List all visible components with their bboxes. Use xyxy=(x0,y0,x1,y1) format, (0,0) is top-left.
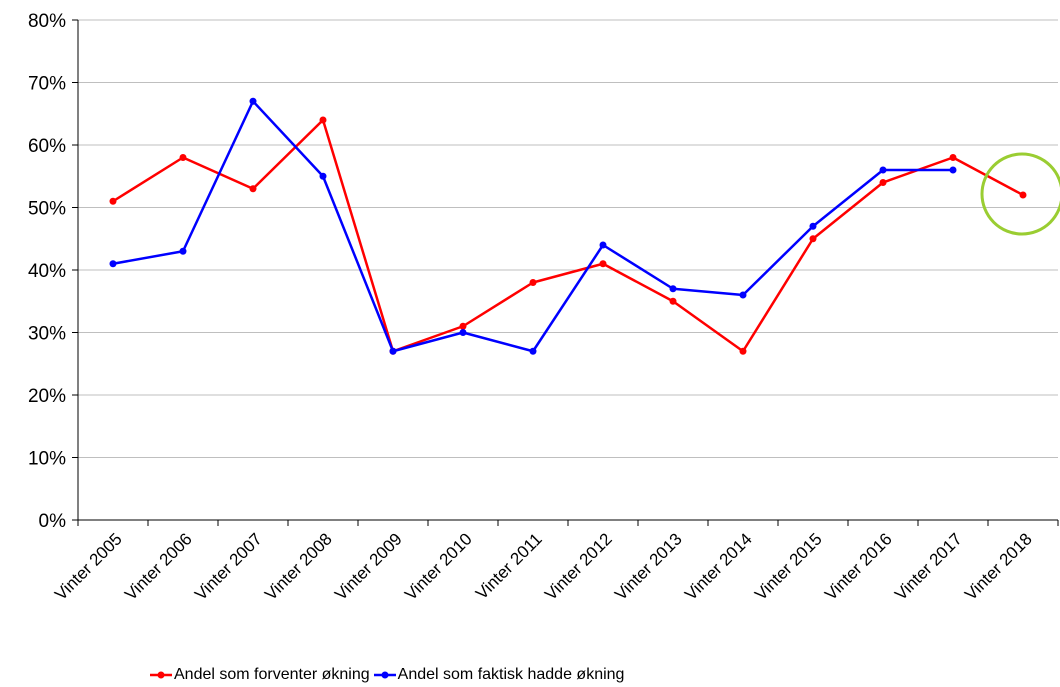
legend-label-actual: Andel som faktisk hadde økning xyxy=(397,666,625,683)
data-point xyxy=(249,185,257,193)
y-tick-label: 20% xyxy=(28,386,66,407)
y-tick-label: 0% xyxy=(39,511,67,532)
data-point xyxy=(739,347,747,355)
legend-swatch-blue xyxy=(373,671,396,679)
x-tick-label: Vinter 2011 xyxy=(472,529,546,603)
y-tick-label: 10% xyxy=(28,449,66,470)
x-tick-label: Vinter 2007 xyxy=(191,529,266,604)
data-point xyxy=(669,285,677,293)
data-point xyxy=(529,347,537,355)
data-point xyxy=(879,179,887,186)
x-tick-label: Vinter 2012 xyxy=(541,529,616,604)
data-point xyxy=(599,241,607,249)
data-point xyxy=(809,222,817,230)
data-point xyxy=(179,154,187,161)
annotation xyxy=(980,152,1060,236)
data-point xyxy=(249,97,257,105)
x-tick-label: Vinter 2005 xyxy=(51,529,126,604)
x-tick-label: Vinter 2009 xyxy=(331,529,406,604)
y-tick-label: 50% xyxy=(28,199,66,220)
y-tick-label: 60% xyxy=(28,136,66,157)
data-point xyxy=(879,166,887,174)
data-point xyxy=(109,197,117,205)
data-point xyxy=(529,279,537,286)
highlight-circle xyxy=(980,152,1060,236)
data-point xyxy=(739,291,747,299)
data-point xyxy=(389,347,397,355)
x-tick-label: Vinter 2006 xyxy=(121,529,196,604)
x-tick-label: Vinter 2018 xyxy=(961,529,1036,604)
x-tick-label: Vinter 2010 xyxy=(401,529,476,604)
data-point xyxy=(459,329,467,336)
data-point xyxy=(319,172,327,180)
x-tick-label: Vinter 2008 xyxy=(261,529,336,604)
axes: 0%10%20%30%40%50%60%70%80%Vinter 2005Vin… xyxy=(28,11,1059,604)
data-point xyxy=(1019,191,1027,199)
data-point xyxy=(599,260,607,268)
data-point xyxy=(669,297,677,305)
data-point xyxy=(319,116,327,124)
y-tick-label: 40% xyxy=(28,261,66,282)
series-line-0 xyxy=(112,118,1024,353)
legend-item-expected: Andel som forventer økning xyxy=(150,666,370,684)
gridlines xyxy=(78,19,1058,458)
legend-item-actual: Andel som faktisk hadde økning xyxy=(373,666,625,684)
y-tick-label: 80% xyxy=(28,11,66,32)
x-tick-label: Vinter 2014 xyxy=(681,529,756,604)
x-tick-label: Vinter 2017 xyxy=(891,529,966,604)
data-point xyxy=(179,247,187,255)
data-point xyxy=(109,260,117,268)
data-point xyxy=(809,235,817,243)
y-tick-label: 30% xyxy=(28,324,66,345)
y-tick-label: 70% xyxy=(28,74,66,95)
data-point xyxy=(949,166,957,174)
data-point xyxy=(949,154,957,161)
legend: Andel som forventer økning Andel som fak… xyxy=(150,666,628,684)
x-tick-label: Vinter 2013 xyxy=(611,529,686,604)
x-tick-label: Vinter 2015 xyxy=(751,529,826,604)
x-tick-label: Vinter 2016 xyxy=(821,529,896,604)
legend-label-expected: Andel som forventer økning xyxy=(174,666,370,683)
data-point xyxy=(459,322,467,330)
series-lines xyxy=(109,97,1027,355)
legend-swatch-red xyxy=(150,671,172,679)
